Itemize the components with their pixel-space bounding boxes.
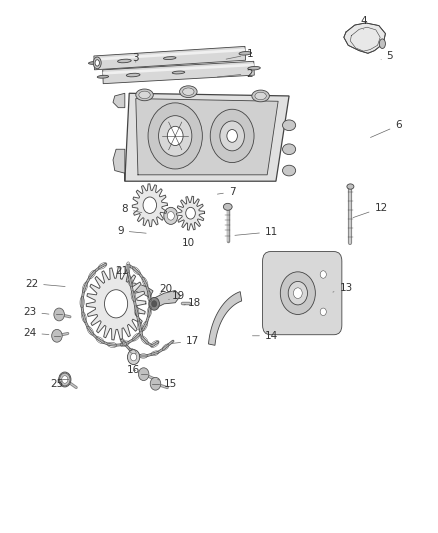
Ellipse shape xyxy=(239,52,251,55)
Ellipse shape xyxy=(95,60,99,66)
Polygon shape xyxy=(103,63,254,75)
Circle shape xyxy=(320,271,326,278)
Ellipse shape xyxy=(223,204,232,211)
Polygon shape xyxy=(132,184,167,227)
Ellipse shape xyxy=(93,57,101,69)
Text: 15: 15 xyxy=(158,379,177,389)
Circle shape xyxy=(148,103,202,169)
Text: 6: 6 xyxy=(371,120,402,138)
Circle shape xyxy=(186,207,195,219)
Ellipse shape xyxy=(172,71,185,74)
Circle shape xyxy=(288,281,307,305)
Polygon shape xyxy=(113,93,125,108)
Text: 7: 7 xyxy=(217,187,236,197)
Polygon shape xyxy=(113,149,125,181)
Text: 4: 4 xyxy=(360,17,367,29)
Text: 25: 25 xyxy=(50,379,64,389)
Ellipse shape xyxy=(163,56,176,60)
Circle shape xyxy=(159,116,192,156)
Ellipse shape xyxy=(347,184,354,189)
Ellipse shape xyxy=(252,90,269,102)
Text: 18: 18 xyxy=(184,298,201,308)
Ellipse shape xyxy=(283,144,296,155)
Circle shape xyxy=(280,272,315,314)
Text: 5: 5 xyxy=(381,51,393,61)
Polygon shape xyxy=(94,46,246,70)
Text: 3: 3 xyxy=(132,53,139,62)
Text: 20: 20 xyxy=(159,284,172,294)
Circle shape xyxy=(62,376,68,383)
Circle shape xyxy=(105,290,127,318)
Ellipse shape xyxy=(283,165,296,176)
Text: 14: 14 xyxy=(252,331,278,341)
Circle shape xyxy=(152,301,157,307)
Text: 21: 21 xyxy=(115,266,128,279)
Text: 16: 16 xyxy=(127,366,140,375)
Circle shape xyxy=(164,207,178,224)
Ellipse shape xyxy=(248,67,260,70)
Polygon shape xyxy=(136,99,278,175)
Text: 11: 11 xyxy=(235,227,278,237)
Polygon shape xyxy=(95,282,153,302)
Circle shape xyxy=(149,297,159,310)
Circle shape xyxy=(150,377,161,390)
Text: 13: 13 xyxy=(333,283,353,293)
Text: 2: 2 xyxy=(217,69,253,78)
Ellipse shape xyxy=(97,75,109,78)
Ellipse shape xyxy=(379,39,385,49)
Text: 10: 10 xyxy=(182,238,195,247)
Polygon shape xyxy=(125,93,289,181)
Circle shape xyxy=(167,212,174,220)
Circle shape xyxy=(167,126,183,146)
Ellipse shape xyxy=(136,89,153,101)
Polygon shape xyxy=(86,268,146,340)
Circle shape xyxy=(320,308,326,316)
FancyBboxPatch shape xyxy=(262,252,342,335)
Text: 8: 8 xyxy=(121,204,142,214)
Ellipse shape xyxy=(180,86,197,98)
Ellipse shape xyxy=(283,120,296,131)
Text: 12: 12 xyxy=(353,203,388,217)
Circle shape xyxy=(227,130,237,142)
Polygon shape xyxy=(208,292,242,345)
Circle shape xyxy=(131,353,137,361)
Ellipse shape xyxy=(117,59,131,63)
Circle shape xyxy=(52,329,62,342)
Ellipse shape xyxy=(126,73,140,77)
Ellipse shape xyxy=(88,61,100,64)
Polygon shape xyxy=(102,61,254,84)
Circle shape xyxy=(210,109,254,163)
Ellipse shape xyxy=(255,92,266,100)
Ellipse shape xyxy=(139,91,150,99)
Polygon shape xyxy=(344,23,385,53)
Text: 19: 19 xyxy=(169,291,185,301)
Circle shape xyxy=(143,197,156,213)
Text: 22: 22 xyxy=(25,279,65,288)
Text: 24: 24 xyxy=(23,328,49,338)
Circle shape xyxy=(220,121,244,151)
Circle shape xyxy=(138,368,149,381)
Polygon shape xyxy=(153,290,180,309)
Polygon shape xyxy=(94,49,245,61)
Text: 1: 1 xyxy=(226,50,253,59)
Circle shape xyxy=(60,373,70,386)
Circle shape xyxy=(54,308,64,321)
Circle shape xyxy=(59,372,71,387)
Text: 23: 23 xyxy=(23,307,49,317)
Polygon shape xyxy=(177,196,205,230)
Circle shape xyxy=(127,350,140,365)
Circle shape xyxy=(293,288,302,298)
Text: 9: 9 xyxy=(117,226,146,236)
Ellipse shape xyxy=(183,88,194,95)
Text: 17: 17 xyxy=(171,336,199,346)
